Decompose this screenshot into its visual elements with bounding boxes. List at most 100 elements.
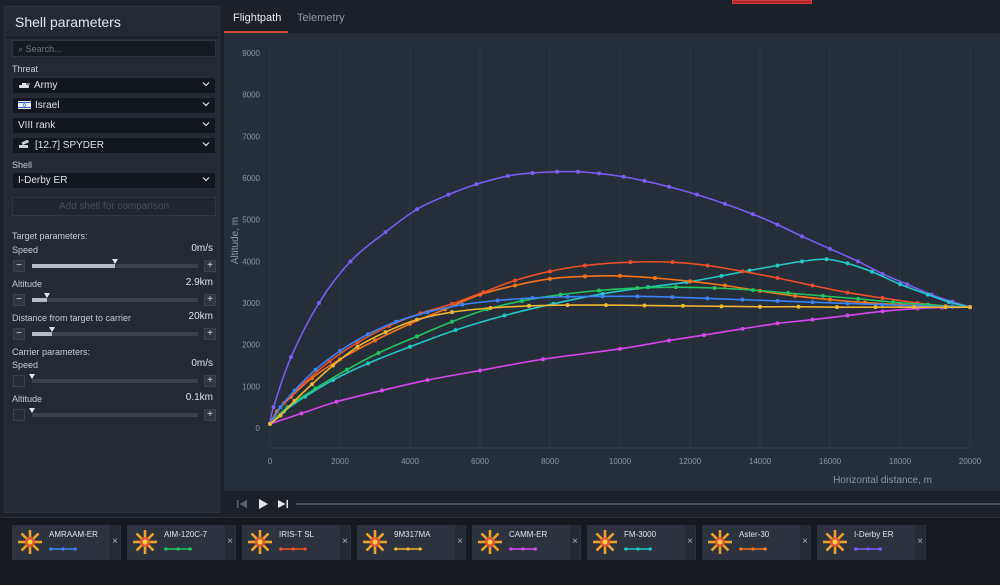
add-shell-button[interactable]: Add shell for comparison [12, 197, 216, 216]
shell-name: FM-3000 [624, 530, 657, 539]
target-speed-slider[interactable] [32, 259, 198, 268]
target-altitude-plus-button[interactable]: + [204, 294, 216, 306]
carrier-altitude-label: Altitude [12, 394, 43, 404]
nation-select[interactable]: Israel [12, 97, 216, 114]
legend-swatch [624, 547, 652, 551]
series-point-9m317ma [719, 304, 724, 309]
target-altitude-slider[interactable] [32, 293, 198, 302]
series-point-i-derby-er [415, 207, 419, 212]
series-point-iris-t-sl [775, 276, 780, 280]
shell-card-9m317ma[interactable]: 9M317MA [357, 525, 466, 560]
vehicle-icon [18, 139, 31, 152]
target-speed-plus-button[interactable]: + [204, 260, 216, 272]
carrier-altitude-slider[interactable] [29, 408, 198, 417]
series-point-i-derby-er [642, 178, 647, 183]
remove-shell-aim-120c-7-button[interactable]: × [225, 525, 235, 560]
target-altitude-minus-button[interactable]: − [13, 294, 25, 306]
shell-card-camm-er[interactable]: CAMM-ER [472, 525, 581, 560]
tab-flightpath[interactable]: Flightpath [233, 12, 282, 24]
x-tick-label: 10000 [609, 457, 632, 466]
shell-value: I-Derby ER [18, 175, 68, 186]
target-params-label: Target parameters: [12, 231, 88, 241]
series-point-i-derby-er [751, 212, 755, 217]
series-point-camm-er [702, 333, 706, 338]
distance-minus-button[interactable]: − [13, 328, 25, 340]
rank-select[interactable]: VIII rank [12, 117, 216, 134]
series-point-9m317ma [681, 303, 685, 308]
legend-swatch [854, 547, 882, 551]
carrier-speed-minus-button[interactable] [13, 375, 25, 387]
distance-slider[interactable] [32, 327, 198, 336]
distance-plus-button[interactable]: + [204, 328, 216, 340]
carrier-speed-slider[interactable] [29, 374, 198, 383]
shell-parameters-panel: Shell parameters ⌕ Search... Threat Army… [4, 6, 220, 513]
series-point-9m317ma [268, 421, 272, 426]
target-speed-minus-button[interactable]: − [13, 260, 25, 272]
shell-select[interactable]: I-Derby ER [12, 172, 216, 189]
series-point-iris-t-sl [355, 340, 360, 345]
remove-shell-fm-3000-button[interactable]: × [685, 525, 695, 560]
slider-thumb[interactable] [48, 327, 55, 332]
shell-card-fm-3000[interactable]: FM-3000 [587, 525, 696, 560]
slider-thumb[interactable] [29, 408, 35, 413]
series-point-aster-30 [618, 273, 622, 278]
carrier-params-label: Carrier parameters: [12, 347, 91, 357]
series-point-fm-3000 [775, 263, 780, 268]
series-point-fm-3000 [898, 282, 902, 287]
series-point-i-derby-er [723, 201, 727, 206]
shell-card-i-derby-er[interactable]: I-Derby ER [817, 525, 926, 560]
target-altitude-value: 2.9km [185, 277, 213, 288]
carrier-speed-value: 0m/s [191, 358, 213, 369]
remove-shell-camm-er-button[interactable]: × [570, 525, 580, 560]
skip-back-icon[interactable] [236, 498, 248, 510]
series-point-camm-er [541, 357, 545, 362]
remove-shell-i-derby-er-button[interactable]: × [915, 525, 925, 560]
carrier-altitude-minus-button[interactable] [13, 409, 25, 421]
skip-forward-icon[interactable] [277, 498, 289, 510]
series-point-fm-3000 [408, 344, 412, 349]
remove-shell-9m317ma-button[interactable]: × [455, 525, 465, 560]
search-input[interactable]: ⌕ Search... [12, 40, 216, 57]
series-point-aim-120c-7 [415, 334, 419, 339]
series-point-i-derby-er [800, 234, 804, 239]
series-point-i-derby-er [474, 182, 479, 187]
series-point-aim-120c-7 [674, 285, 678, 290]
slider-thumb[interactable] [112, 259, 118, 264]
series-point-aim-120c-7 [376, 351, 381, 355]
carrier-speed-plus-button[interactable]: + [204, 375, 216, 387]
top-alert-bar[interactable] [732, 0, 812, 4]
series-point-amraam-er [845, 301, 850, 306]
series-point-fm-3000 [947, 300, 951, 305]
threat-type-select[interactable]: Army [12, 77, 216, 94]
series-point-i-derby-er [905, 282, 909, 287]
shell-card-aim-120c-7[interactable]: AIM-120C-7 [127, 525, 236, 560]
series-point-amraam-er [460, 302, 465, 307]
series-point-aster-30 [828, 297, 832, 302]
shell-card-aster-30[interactable]: Aster-30 [702, 525, 811, 560]
series-point-amraam-er [278, 405, 283, 410]
series-point-iris-t-sl [880, 296, 885, 300]
remove-shell-aster-30-button[interactable]: × [800, 525, 810, 560]
y-tick-label: 5000 [242, 216, 260, 225]
series-point-aim-120c-7 [450, 319, 454, 324]
tab-telemetry[interactable]: Telemetry [297, 12, 345, 24]
shell-card-amraam-er[interactable]: AMRAAM-ER [12, 525, 121, 560]
series-point-amraam-er [880, 302, 885, 307]
remove-shell-iris-t-sl-button[interactable]: × [340, 525, 350, 560]
legend-swatch [49, 547, 77, 551]
shell-label: Shell [12, 160, 33, 170]
series-point-amraam-er [705, 296, 710, 301]
shell-card-iris-t-sl[interactable]: IRIS-T SL [242, 525, 351, 560]
series-point-9m317ma [943, 305, 948, 310]
missile-icon [823, 530, 847, 554]
slider-thumb[interactable] [43, 293, 50, 298]
series-point-amraam-er [366, 332, 370, 337]
carrier-altitude-plus-button[interactable]: + [204, 409, 216, 421]
rank-value: VIII rank [18, 120, 56, 131]
play-icon[interactable] [257, 498, 269, 510]
chevron-down-icon [202, 82, 210, 87]
remove-shell-amraam-er-button[interactable]: × [110, 525, 120, 560]
vehicle-select[interactable]: [12.7] SPYDER [12, 137, 216, 154]
slider-thumb[interactable] [29, 374, 35, 379]
playback-timeline[interactable] [296, 503, 1000, 505]
